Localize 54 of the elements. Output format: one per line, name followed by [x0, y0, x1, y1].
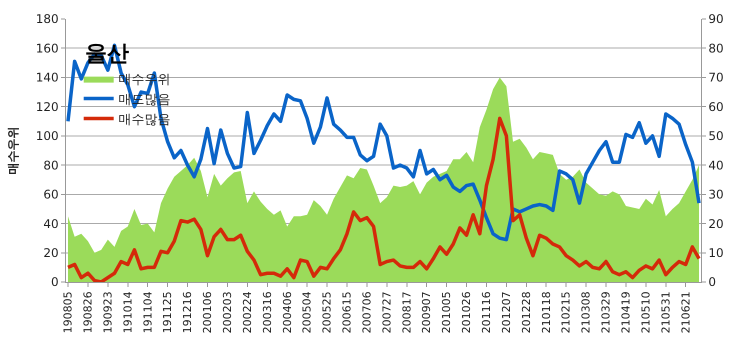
y-tick-label: 80 — [43, 158, 59, 172]
x-tick-label: 210118 — [540, 291, 553, 334]
x-tick-label: 200817 — [400, 291, 414, 334]
x-tick-label: 201026 — [460, 291, 474, 334]
x-tick-label: 201228 — [520, 291, 533, 334]
y2-tick-label: 10 — [708, 246, 724, 260]
x-tick-label: 201005 — [440, 291, 454, 334]
x-tick-label: 191125 — [161, 291, 174, 334]
x-tick-label: 190805 — [62, 291, 75, 334]
x-tick-label: 200907 — [420, 291, 434, 334]
y2-tick-label: 50 — [708, 129, 724, 144]
y-axis-title: 매수우위 — [6, 126, 20, 174]
y-tick-label: 20 — [43, 246, 59, 260]
y2-tick-label: 30 — [708, 188, 724, 202]
x-tick-label: 200406 — [280, 291, 294, 334]
y-tick-label: 60 — [43, 188, 59, 202]
x-tick-label: 191014 — [121, 291, 134, 334]
x-tick-label: 191216 — [181, 291, 194, 334]
x-tick-label: 210308 — [580, 291, 593, 334]
x-tick-label: 210215 — [560, 291, 573, 334]
y2-tick-label: 80 — [708, 41, 724, 56]
line-series — [66, 44, 701, 242]
y2-tick-label: 20 — [708, 216, 724, 231]
x-tick-label: 190923 — [101, 291, 114, 334]
y-tick-label: 0 — [50, 275, 59, 290]
y2-tick-label: 70 — [708, 70, 724, 85]
x-tick-label: 210621 — [679, 291, 692, 334]
x-tick-label: 200316 — [260, 291, 274, 334]
x-tick-label: 200706 — [360, 291, 374, 334]
y2-tick-label: 0 — [708, 275, 716, 290]
x-tick-label: 201116 — [480, 291, 494, 334]
y2-tick-label: 60 — [708, 100, 724, 114]
x-tick-label: 210510 — [639, 291, 652, 334]
y-tick-label: 140 — [36, 70, 59, 85]
y-tick-label: 40 — [43, 216, 59, 231]
x-tick-label: 190826 — [81, 291, 94, 334]
x-tick-label: 200504 — [300, 291, 314, 334]
y-tick-label: 120 — [36, 100, 59, 114]
y-tick-label: 160 — [36, 41, 59, 56]
x-tick-label: 200615 — [340, 291, 354, 334]
x-tick-label: 191104 — [141, 291, 154, 334]
x-tick-label: 201207 — [500, 291, 513, 334]
y2-tick-label: 90 — [708, 12, 724, 26]
x-tick-label: 210531 — [659, 291, 672, 334]
y2-tick-label: 40 — [708, 158, 724, 172]
y-tick-label: 100 — [36, 129, 59, 144]
y-tick-label: 180 — [36, 12, 59, 26]
x-tick-label: 210329 — [600, 291, 613, 334]
x-tick-label: 200203 — [220, 291, 234, 334]
x-tick-label: 200224 — [240, 291, 254, 334]
x-tick-label: 200525 — [320, 291, 334, 334]
x-tick-label: 200727 — [380, 291, 394, 334]
x-tick-label: 210419 — [620, 291, 633, 334]
x-tick-label: 200106 — [201, 291, 214, 334]
